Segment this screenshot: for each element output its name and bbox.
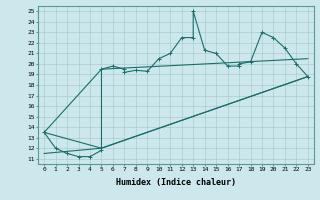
X-axis label: Humidex (Indice chaleur): Humidex (Indice chaleur) [116,178,236,187]
